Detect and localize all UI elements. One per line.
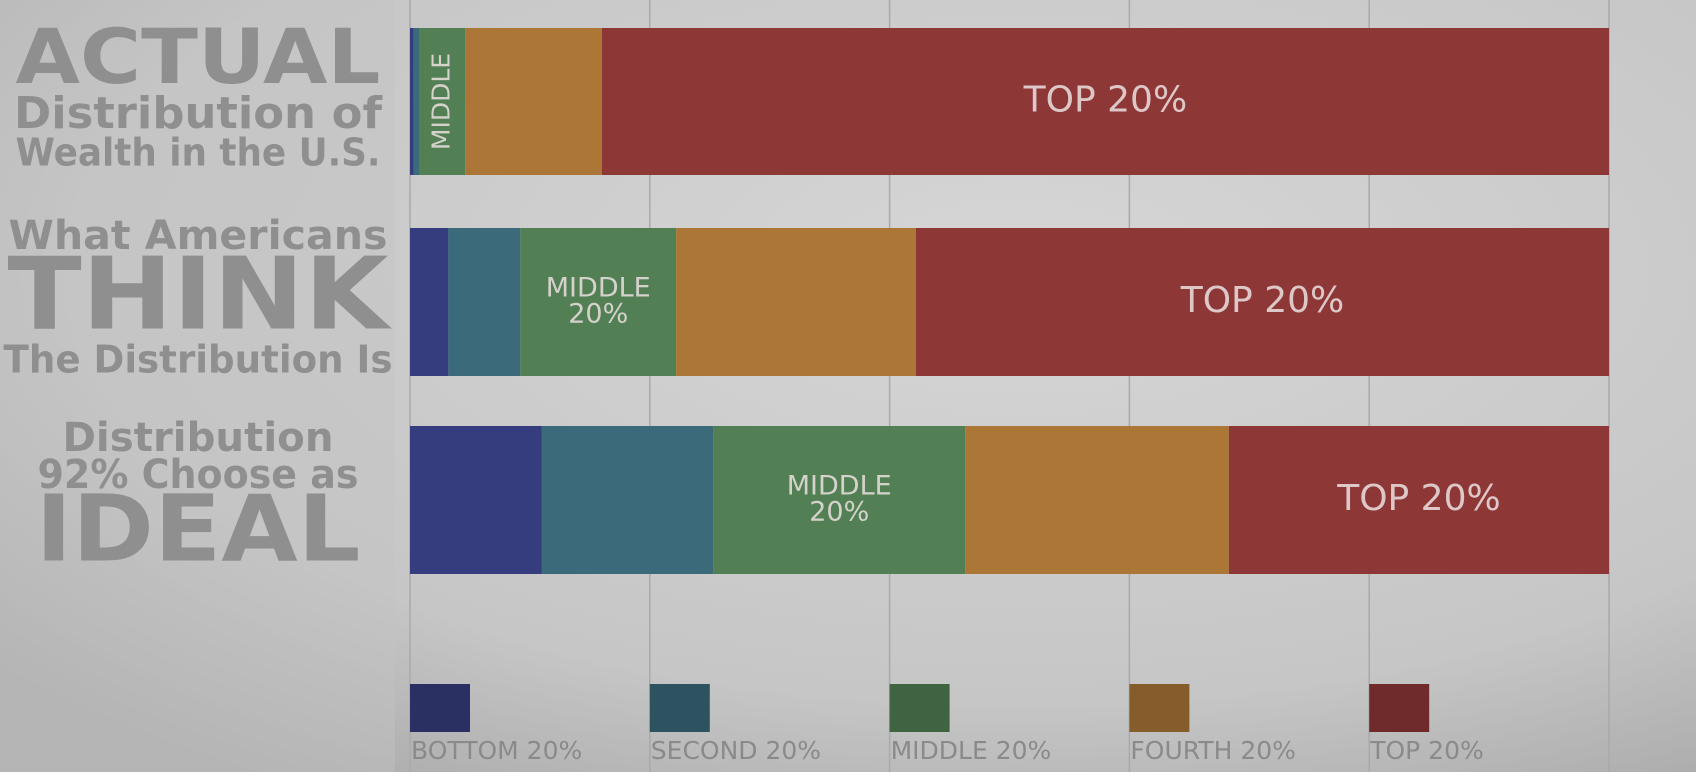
- category-label: ACTUAL: [16, 12, 381, 101]
- bar-segment: [413, 28, 420, 175]
- bar-segment: [601, 28, 1609, 175]
- legend-label: MIDDLE 20%: [891, 736, 1052, 765]
- bar-label: MIDDLE: [546, 273, 651, 304]
- category-label: IDEAL: [36, 475, 361, 582]
- bar-label: MIDDLE: [426, 53, 455, 150]
- bar-segment: [419, 28, 466, 175]
- bar-segment: [465, 28, 602, 175]
- bar-label: 20%: [809, 497, 869, 528]
- category-label: Wealth in the U.S.: [16, 131, 381, 175]
- bar-segment: [448, 228, 521, 376]
- bar-segment: [713, 426, 966, 574]
- bar-segment: [410, 426, 542, 574]
- bar-segment: [410, 228, 449, 376]
- bar-segment: [965, 426, 1229, 574]
- legend-swatch: [649, 684, 710, 732]
- category-label: Distribution: [63, 415, 334, 461]
- category-label: What Americans: [9, 213, 388, 259]
- legend-label: FOURTH 20%: [1130, 736, 1296, 765]
- bar-segment: [541, 426, 714, 574]
- bar-label: TOP 20%: [1180, 280, 1345, 321]
- legend-label: TOP 20%: [1369, 736, 1484, 765]
- category-label: The Distribution Is: [4, 338, 393, 382]
- legend-swatch: [410, 684, 470, 732]
- bar-label: TOP 20%: [1023, 80, 1188, 121]
- bar-label: 20%: [568, 299, 628, 330]
- bar-segment: [1228, 426, 1609, 574]
- category-label: 92% Choose as: [38, 452, 359, 498]
- bar-label: MIDDLE: [787, 471, 892, 502]
- legend-swatch: [889, 684, 950, 732]
- bar-segment: [520, 228, 677, 376]
- label-panel: [0, 0, 395, 772]
- bar-segment: [410, 28, 414, 175]
- legend-swatch: [1129, 684, 1190, 732]
- bar-segment: [915, 228, 1609, 376]
- bar-label: TOP 20%: [1336, 478, 1501, 519]
- legend-swatch: [1369, 684, 1430, 732]
- bar-segment: [676, 228, 916, 376]
- category-label: Distribution of: [14, 88, 383, 139]
- legend-label: SECOND 20%: [651, 736, 821, 765]
- legend-label: BOTTOM 20%: [411, 736, 582, 765]
- category-label: THINK: [8, 235, 393, 352]
